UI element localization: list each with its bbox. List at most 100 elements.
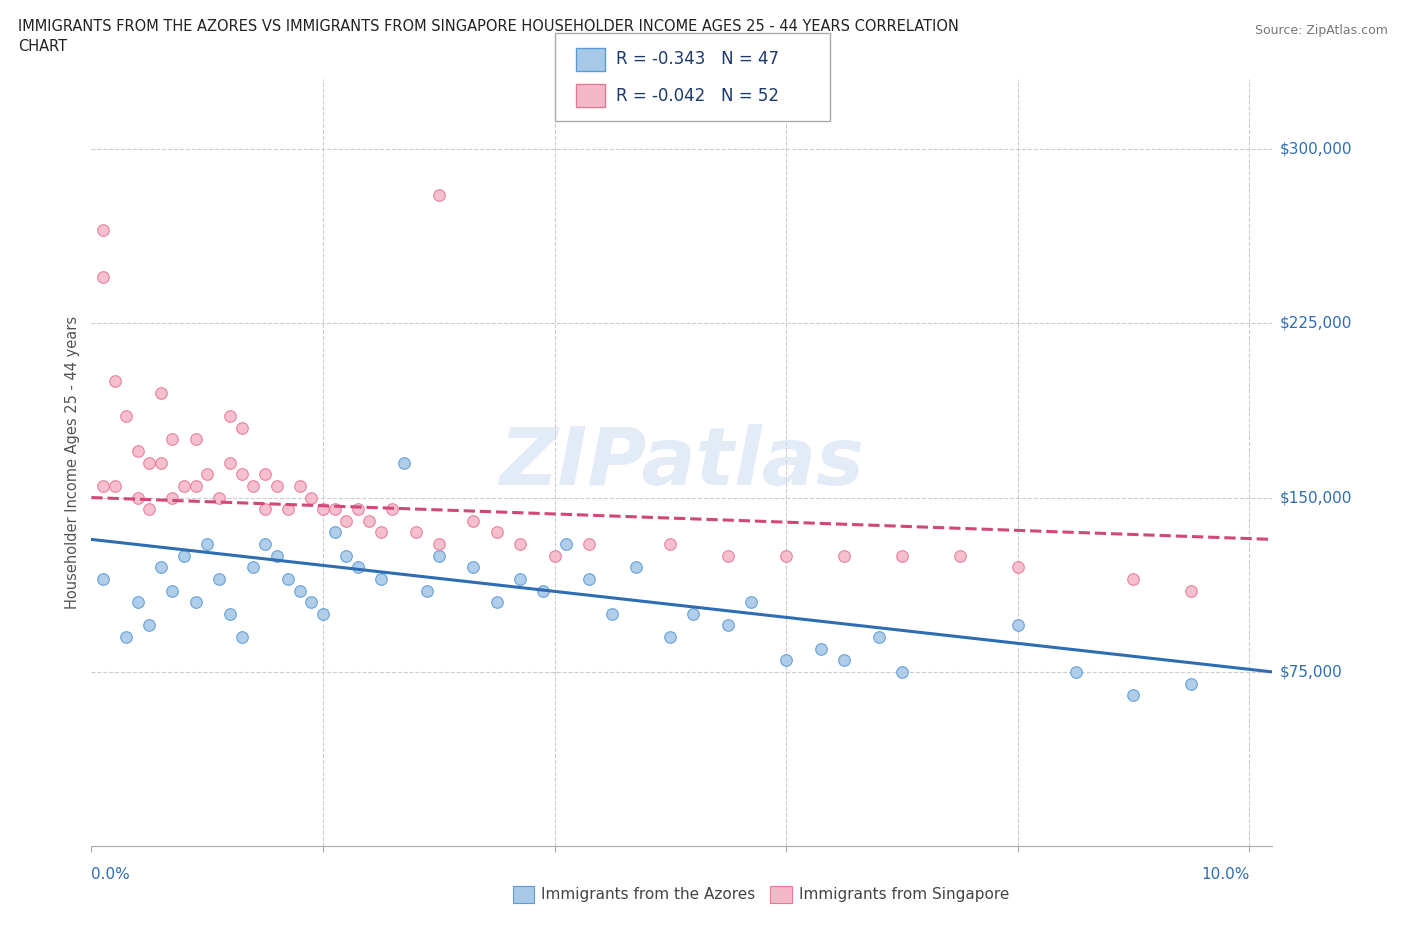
Point	[312, 606, 335, 621]
Point	[115, 409, 138, 424]
Point	[266, 479, 288, 494]
Point	[543, 549, 565, 564]
Point	[810, 642, 832, 657]
Point	[184, 479, 207, 494]
Point	[115, 630, 138, 644]
Point	[416, 583, 439, 598]
Point	[277, 502, 299, 517]
Text: $300,000: $300,000	[1279, 141, 1353, 156]
Point	[949, 549, 972, 564]
Point	[127, 490, 149, 505]
Point	[578, 571, 600, 587]
Point	[138, 502, 160, 517]
Point	[775, 653, 797, 668]
Point	[832, 549, 855, 564]
Text: Immigrants from Singapore: Immigrants from Singapore	[799, 887, 1010, 902]
Point	[138, 618, 160, 633]
Point	[195, 467, 218, 482]
Point	[1122, 571, 1144, 587]
Point	[346, 502, 368, 517]
Point	[219, 409, 242, 424]
Text: $225,000: $225,000	[1279, 315, 1351, 331]
Point	[162, 583, 184, 598]
Point	[312, 502, 335, 517]
Point	[208, 490, 231, 505]
Point	[299, 490, 322, 505]
Point	[91, 270, 114, 285]
Point	[381, 502, 404, 517]
Point	[254, 537, 277, 551]
Point	[162, 490, 184, 505]
Point	[346, 560, 368, 575]
Point	[1007, 560, 1029, 575]
Point	[370, 525, 392, 539]
Point	[717, 618, 740, 633]
Point	[405, 525, 427, 539]
Point	[323, 502, 346, 517]
Point	[509, 537, 531, 551]
Point	[149, 456, 172, 471]
Point	[659, 630, 682, 644]
Point	[427, 537, 450, 551]
Point	[127, 595, 149, 610]
Point	[335, 549, 357, 564]
Point	[578, 537, 600, 551]
Point	[624, 560, 647, 575]
Point	[149, 386, 172, 401]
Point	[162, 432, 184, 447]
Point	[1180, 676, 1202, 691]
Point	[868, 630, 890, 644]
Text: R = -0.042   N = 52: R = -0.042 N = 52	[616, 86, 779, 105]
Point	[335, 513, 357, 528]
Text: 10.0%: 10.0%	[1201, 867, 1250, 882]
Point	[775, 549, 797, 564]
Point	[531, 583, 554, 598]
Point	[427, 549, 450, 564]
Point	[485, 595, 508, 610]
Text: 0.0%: 0.0%	[91, 867, 131, 882]
Point	[485, 525, 508, 539]
Point	[288, 583, 311, 598]
Point	[242, 560, 264, 575]
Text: IMMIGRANTS FROM THE AZORES VS IMMIGRANTS FROM SINGAPORE HOUSEHOLDER INCOME AGES : IMMIGRANTS FROM THE AZORES VS IMMIGRANTS…	[18, 19, 959, 33]
Point	[288, 479, 311, 494]
Point	[208, 571, 231, 587]
Point	[682, 606, 704, 621]
Point	[231, 630, 253, 644]
Point	[717, 549, 740, 564]
Text: R = -0.343   N = 47: R = -0.343 N = 47	[616, 50, 779, 68]
Point	[138, 456, 160, 471]
Point	[184, 432, 207, 447]
Point	[149, 560, 172, 575]
Point	[832, 653, 855, 668]
Point	[91, 479, 114, 494]
Text: ZIPatlas: ZIPatlas	[499, 424, 865, 501]
Point	[266, 549, 288, 564]
Point	[602, 606, 624, 621]
Point	[323, 525, 346, 539]
Point	[1007, 618, 1029, 633]
Text: $150,000: $150,000	[1279, 490, 1351, 505]
Point	[463, 513, 485, 528]
Point	[231, 467, 253, 482]
Point	[392, 456, 415, 471]
Point	[195, 537, 218, 551]
Point	[254, 467, 277, 482]
Point	[463, 560, 485, 575]
Point	[890, 549, 912, 564]
Point	[173, 479, 195, 494]
Point	[242, 479, 264, 494]
Text: $75,000: $75,000	[1279, 664, 1343, 680]
Point	[1122, 688, 1144, 703]
Point	[173, 549, 195, 564]
Point	[1064, 664, 1087, 679]
Point	[740, 595, 762, 610]
Point	[184, 595, 207, 610]
Point	[91, 571, 114, 587]
Point	[1180, 583, 1202, 598]
Point	[103, 374, 125, 389]
Point	[299, 595, 322, 610]
Point	[659, 537, 682, 551]
Y-axis label: Householder Income Ages 25 - 44 years: Householder Income Ages 25 - 44 years	[65, 316, 80, 609]
Point	[103, 479, 125, 494]
